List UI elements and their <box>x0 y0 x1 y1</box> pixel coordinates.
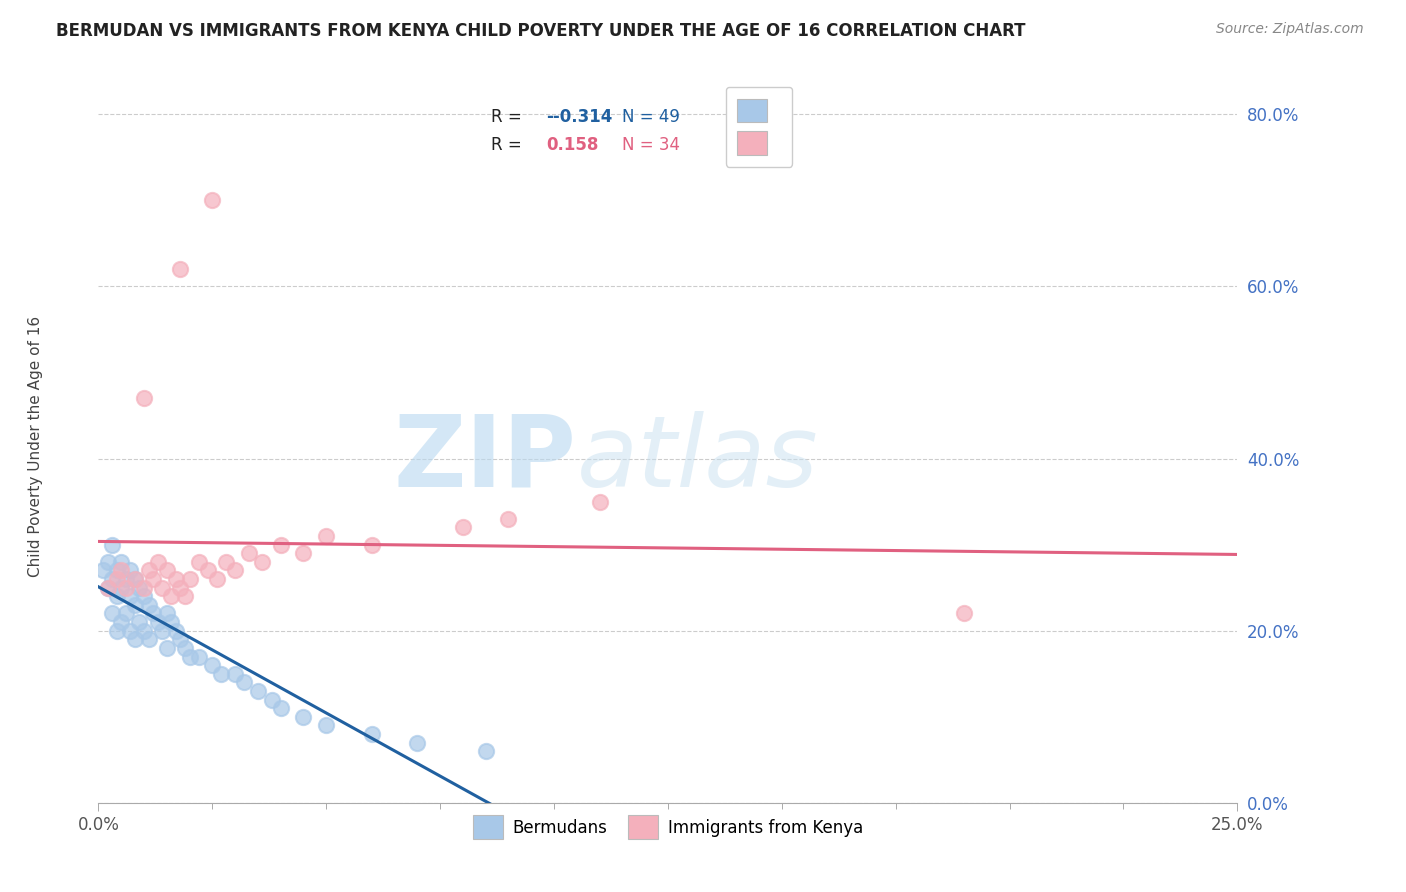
Point <box>128 615 150 629</box>
Point <box>215 555 238 569</box>
Point <box>169 581 191 595</box>
Point <box>105 564 128 578</box>
Point <box>138 598 160 612</box>
Point <box>360 538 382 552</box>
Point <box>360 727 382 741</box>
Point <box>174 640 197 655</box>
Point <box>169 632 191 647</box>
Point <box>132 624 155 638</box>
Point <box>160 615 183 629</box>
Text: ZIP: ZIP <box>394 410 576 508</box>
Point <box>146 555 169 569</box>
Point <box>252 555 274 569</box>
Point <box>165 624 187 638</box>
Point <box>187 555 209 569</box>
Text: 0.158: 0.158 <box>546 136 599 153</box>
Point <box>292 546 315 560</box>
Point <box>260 692 283 706</box>
Point <box>197 564 219 578</box>
Point <box>224 564 246 578</box>
Point <box>114 572 136 586</box>
Point <box>114 581 136 595</box>
Point <box>160 589 183 603</box>
Point <box>138 632 160 647</box>
Point <box>156 640 179 655</box>
Point <box>498 512 520 526</box>
Point <box>142 572 165 586</box>
Text: Child Poverty Under the Age of 16: Child Poverty Under the Age of 16 <box>28 316 42 576</box>
Point <box>96 581 118 595</box>
Point <box>105 572 128 586</box>
Point <box>201 658 224 673</box>
Text: Source: ZipAtlas.com: Source: ZipAtlas.com <box>1216 22 1364 37</box>
Point <box>91 564 114 578</box>
Point <box>124 632 146 647</box>
Point <box>110 581 132 595</box>
Point <box>150 581 173 595</box>
Point <box>246 684 269 698</box>
Point <box>142 607 165 621</box>
Text: N = 49: N = 49 <box>623 108 681 126</box>
Point <box>156 564 179 578</box>
Point <box>315 718 337 732</box>
Text: N = 34: N = 34 <box>623 136 681 153</box>
Point <box>124 572 146 586</box>
Point <box>120 564 142 578</box>
Point <box>953 607 976 621</box>
Point <box>128 581 150 595</box>
Point <box>132 589 155 603</box>
Point <box>179 649 201 664</box>
Point <box>165 572 187 586</box>
Point <box>120 624 142 638</box>
Point <box>120 589 142 603</box>
Point <box>105 624 128 638</box>
Legend: Bermudans, Immigrants from Kenya: Bermudans, Immigrants from Kenya <box>467 809 869 846</box>
Point <box>124 598 146 612</box>
Point <box>270 538 292 552</box>
Point <box>451 520 474 534</box>
Text: --0.314: --0.314 <box>546 108 613 126</box>
Point <box>110 555 132 569</box>
Text: R =: R = <box>491 136 522 153</box>
Point <box>238 546 260 560</box>
Point <box>105 589 128 603</box>
Point <box>96 581 118 595</box>
Point <box>110 615 132 629</box>
Point <box>292 710 315 724</box>
Point <box>233 675 256 690</box>
Point <box>209 666 232 681</box>
Point <box>174 589 197 603</box>
Point <box>224 666 246 681</box>
Point <box>474 744 496 758</box>
Point <box>138 564 160 578</box>
Point <box>110 564 132 578</box>
Point <box>132 581 155 595</box>
Point <box>205 572 228 586</box>
Point <box>101 572 124 586</box>
Text: R =: R = <box>491 108 522 126</box>
Point <box>114 607 136 621</box>
Text: atlas: atlas <box>576 410 818 508</box>
Point <box>96 555 118 569</box>
Point <box>406 735 429 749</box>
Point <box>169 262 191 277</box>
Point <box>270 701 292 715</box>
Point <box>124 572 146 586</box>
Point <box>150 624 173 638</box>
Text: BERMUDAN VS IMMIGRANTS FROM KENYA CHILD POVERTY UNDER THE AGE OF 16 CORRELATION : BERMUDAN VS IMMIGRANTS FROM KENYA CHILD … <box>56 22 1026 40</box>
Point <box>201 194 224 208</box>
Point <box>179 572 201 586</box>
Point <box>156 607 179 621</box>
Point <box>132 392 155 406</box>
Point <box>315 529 337 543</box>
Point <box>588 494 610 508</box>
Point <box>187 649 209 664</box>
Point <box>146 615 169 629</box>
Point <box>101 607 124 621</box>
Point <box>101 538 124 552</box>
